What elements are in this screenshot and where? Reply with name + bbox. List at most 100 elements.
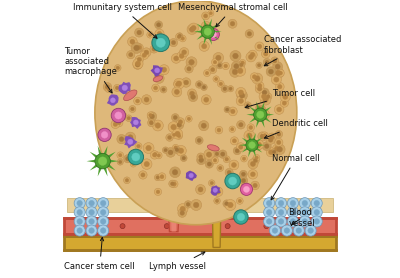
Circle shape — [249, 126, 253, 129]
Circle shape — [191, 26, 196, 30]
Circle shape — [215, 152, 219, 156]
Circle shape — [214, 78, 218, 81]
Bar — [67, 198, 333, 212]
Circle shape — [164, 148, 167, 152]
Circle shape — [299, 216, 310, 227]
Circle shape — [154, 188, 162, 195]
Circle shape — [197, 83, 201, 86]
Circle shape — [117, 121, 121, 125]
Circle shape — [224, 106, 230, 113]
Circle shape — [259, 91, 269, 101]
Circle shape — [187, 117, 190, 120]
Circle shape — [209, 66, 217, 74]
Circle shape — [314, 219, 320, 224]
Circle shape — [238, 68, 243, 73]
Circle shape — [293, 225, 304, 236]
Circle shape — [239, 177, 248, 185]
Circle shape — [247, 32, 252, 36]
Circle shape — [290, 200, 296, 206]
Circle shape — [273, 62, 283, 72]
Polygon shape — [252, 133, 256, 143]
Circle shape — [280, 92, 290, 102]
Circle shape — [302, 210, 308, 215]
Circle shape — [148, 119, 154, 125]
Circle shape — [144, 97, 149, 102]
Polygon shape — [262, 106, 272, 114]
Circle shape — [283, 94, 288, 99]
Circle shape — [77, 219, 82, 224]
Circle shape — [274, 77, 279, 82]
Circle shape — [171, 54, 181, 63]
Circle shape — [266, 148, 276, 157]
Circle shape — [156, 76, 162, 81]
Circle shape — [268, 150, 273, 155]
Circle shape — [199, 155, 203, 159]
Polygon shape — [242, 146, 250, 153]
Circle shape — [299, 207, 310, 218]
Circle shape — [125, 178, 129, 182]
Circle shape — [258, 105, 266, 114]
Circle shape — [213, 188, 218, 192]
Polygon shape — [207, 34, 212, 45]
Polygon shape — [210, 32, 219, 40]
Circle shape — [155, 123, 160, 128]
Circle shape — [176, 33, 183, 39]
Circle shape — [128, 37, 137, 47]
Circle shape — [280, 99, 288, 107]
Circle shape — [230, 21, 235, 26]
Circle shape — [221, 85, 228, 92]
Ellipse shape — [95, 1, 297, 225]
Circle shape — [177, 35, 181, 38]
Circle shape — [258, 87, 262, 91]
Circle shape — [152, 34, 170, 52]
Circle shape — [173, 116, 177, 120]
Circle shape — [98, 128, 111, 142]
Circle shape — [275, 147, 279, 151]
Circle shape — [217, 128, 221, 132]
Circle shape — [118, 153, 122, 157]
Circle shape — [250, 53, 255, 57]
Circle shape — [156, 176, 159, 179]
Circle shape — [258, 132, 267, 141]
Circle shape — [118, 113, 121, 116]
Circle shape — [172, 41, 176, 45]
Circle shape — [175, 120, 184, 130]
Circle shape — [147, 112, 157, 121]
Polygon shape — [204, 34, 208, 45]
Polygon shape — [246, 113, 257, 116]
Circle shape — [233, 147, 241, 155]
Polygon shape — [196, 24, 206, 31]
Circle shape — [159, 65, 169, 75]
Circle shape — [143, 143, 154, 153]
Polygon shape — [107, 94, 118, 106]
Circle shape — [262, 90, 267, 95]
Circle shape — [211, 68, 215, 72]
Circle shape — [170, 182, 174, 186]
Circle shape — [245, 29, 254, 38]
Circle shape — [171, 114, 179, 121]
Circle shape — [169, 180, 176, 187]
Polygon shape — [264, 113, 274, 116]
Circle shape — [111, 120, 120, 128]
Circle shape — [132, 153, 140, 161]
Circle shape — [250, 162, 256, 167]
Circle shape — [168, 136, 172, 139]
Circle shape — [181, 78, 191, 87]
Circle shape — [278, 200, 284, 206]
Text: Blood
vessel: Blood vessel — [288, 208, 315, 227]
Circle shape — [173, 133, 176, 136]
Circle shape — [246, 52, 256, 62]
Circle shape — [264, 198, 275, 209]
Circle shape — [271, 75, 282, 85]
Circle shape — [100, 228, 106, 233]
Circle shape — [213, 158, 217, 162]
Circle shape — [278, 71, 282, 75]
Circle shape — [168, 150, 173, 155]
Polygon shape — [249, 106, 258, 114]
Circle shape — [213, 60, 217, 64]
Circle shape — [133, 120, 138, 125]
Circle shape — [124, 155, 132, 163]
Circle shape — [241, 61, 244, 64]
Circle shape — [234, 210, 248, 224]
Circle shape — [74, 216, 85, 227]
